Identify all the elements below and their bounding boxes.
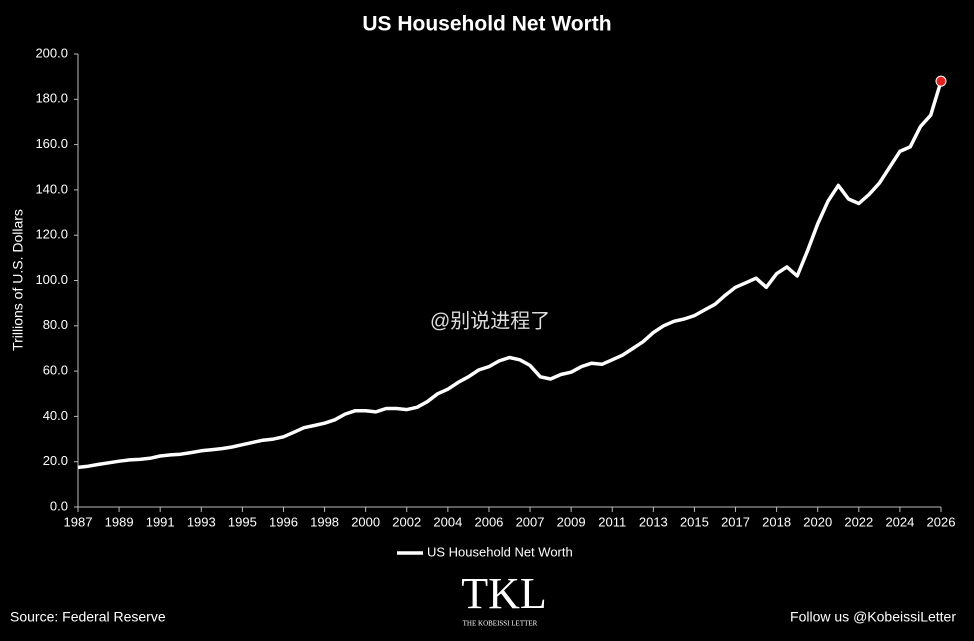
line (77, 80, 943, 470)
x-tick-label: 2011 (598, 514, 626, 529)
x-tick-label: 2020 (803, 514, 832, 529)
y-tick-label: 60.0 (43, 363, 68, 378)
x-tick-label: 1996 (269, 514, 298, 529)
y-tick-label: 100.0 (35, 272, 68, 287)
x-tick-label: 2015 (680, 514, 709, 529)
y-tick-label: 160.0 (35, 136, 68, 151)
x-tick-label: 1995 (228, 514, 257, 529)
x-tick-label: 1991 (146, 514, 175, 529)
y-tick-label: 20.0 (43, 453, 68, 468)
x-tick-label: 2024 (885, 514, 914, 529)
x-tick-label: 2004 (433, 514, 462, 529)
watermark: @别说进程了 (430, 309, 550, 332)
x-tick-label: 2009 (557, 514, 586, 529)
y-axis-label: Trillions of U.S. Dollars (10, 209, 26, 351)
y-tick-label: 0.0 (50, 498, 68, 513)
x-tick-label: 2013 (639, 514, 668, 529)
x-tick-label: 1998 (310, 514, 339, 529)
logo: TKL (461, 569, 547, 618)
source: Source: Federal Reserve (10, 609, 166, 625)
y-tick-label: 80.0 (43, 317, 68, 332)
follow: Follow us @KobeissiLetter (790, 609, 956, 625)
y-tick-label: 140.0 (35, 181, 68, 196)
x-tick-label: 1993 (187, 514, 216, 529)
x-tick-label: 2006 (474, 514, 503, 529)
y-tick-label: 120.0 (35, 227, 68, 242)
x-tick-label: 2002 (392, 514, 421, 529)
x-tick-label: 2000 (351, 514, 380, 529)
end-point (935, 75, 947, 87)
chart-title: US Household Net Worth (362, 13, 611, 36)
x-tick-label: 2022 (844, 514, 873, 529)
logo-subtitle: THE KOBEISSI LETTER (463, 620, 538, 628)
y-tick-label: 200.0 (35, 45, 68, 60)
x-tick-label: 1987 (64, 514, 93, 529)
legend-label: US Household Net Worth (427, 544, 573, 559)
y-tick-label: 180.0 (35, 91, 68, 106)
y-tick-label: 40.0 (43, 408, 68, 423)
x-tick-label: 2026 (927, 514, 956, 529)
x-tick-label: 2007 (516, 514, 545, 529)
x-tick-label: 2017 (721, 514, 750, 529)
x-tick-label: 1989 (105, 514, 134, 529)
x-tick-label: 2018 (762, 514, 791, 529)
